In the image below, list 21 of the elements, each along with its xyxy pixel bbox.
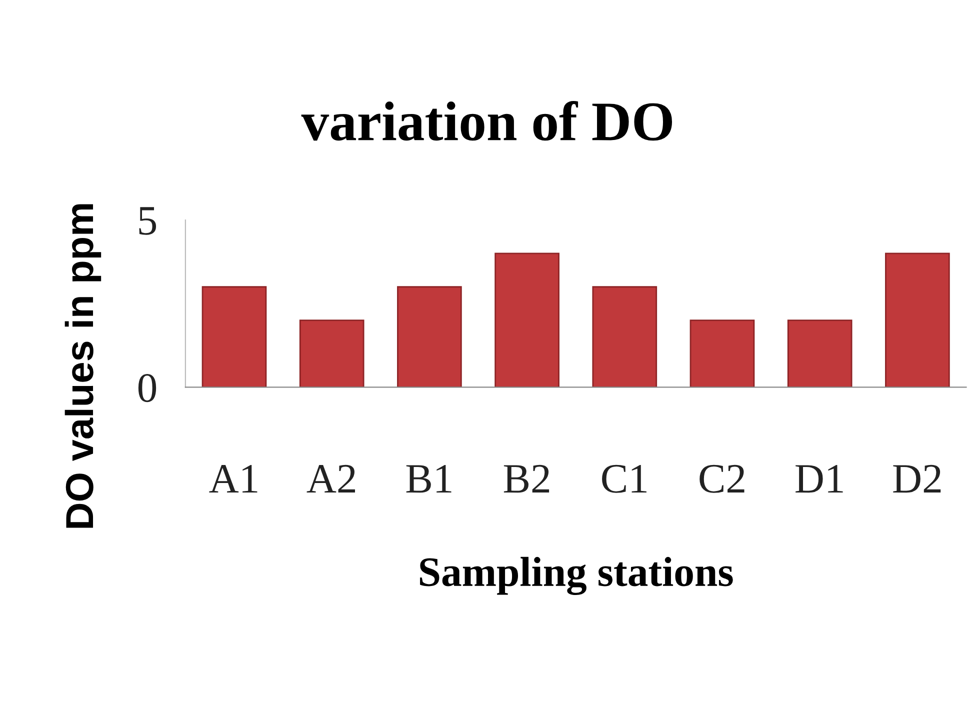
bar (592, 286, 658, 388)
bar (885, 252, 950, 388)
x-tick-label: D2 (893, 464, 941, 493)
bar (787, 320, 852, 388)
y-axis-title: DO values in ppm (64, 204, 102, 528)
bar (202, 286, 267, 388)
y-tick-label: 0 (138, 374, 156, 402)
bar (397, 286, 462, 388)
chart-title: variation of DO (301, 100, 672, 141)
x-tick-label: A2 (306, 464, 356, 492)
bar (690, 320, 755, 388)
bar (299, 320, 364, 388)
x-tick-label: B2 (504, 464, 550, 493)
x-tick-label: B1 (406, 464, 452, 493)
bar (494, 252, 560, 388)
x-tick-label: C2 (700, 464, 744, 493)
y-tick-label: 5 (139, 207, 156, 235)
x-tick-label: D1 (796, 464, 843, 493)
x-tick-label: C1 (602, 464, 646, 493)
x-tick-label: A1 (209, 464, 258, 492)
x-axis-title: Sampling stations (420, 556, 733, 596)
